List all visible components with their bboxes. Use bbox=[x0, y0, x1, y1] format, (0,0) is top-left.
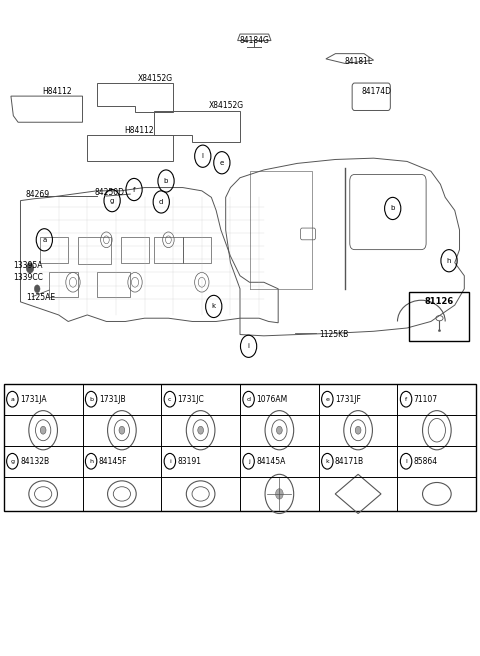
Text: 1076AM: 1076AM bbox=[256, 395, 288, 403]
Bar bbox=[120, 237, 149, 262]
Text: 84250D: 84250D bbox=[95, 188, 124, 197]
Bar bbox=[183, 237, 211, 262]
Text: k: k bbox=[325, 459, 329, 464]
Text: 84145F: 84145F bbox=[99, 457, 127, 466]
Text: 1125KB: 1125KB bbox=[319, 330, 348, 339]
Text: X84152G: X84152G bbox=[209, 102, 244, 110]
Circle shape bbox=[276, 426, 282, 434]
Text: 1125AE: 1125AE bbox=[26, 293, 55, 302]
Bar bbox=[39, 237, 68, 262]
Text: j: j bbox=[248, 459, 250, 464]
Text: 1339CC: 1339CC bbox=[13, 273, 43, 282]
Bar bbox=[97, 272, 130, 297]
Text: f: f bbox=[133, 186, 135, 192]
Bar bbox=[154, 237, 183, 262]
Circle shape bbox=[40, 426, 46, 434]
Text: e: e bbox=[220, 159, 224, 166]
Text: 84184G: 84184G bbox=[240, 36, 270, 45]
Text: 1731JA: 1731JA bbox=[20, 395, 47, 403]
Circle shape bbox=[355, 426, 361, 434]
Text: H84112: H84112 bbox=[42, 87, 72, 96]
Ellipse shape bbox=[438, 329, 441, 331]
Text: 84269: 84269 bbox=[25, 190, 49, 199]
Circle shape bbox=[119, 426, 125, 434]
Text: 84145A: 84145A bbox=[256, 457, 286, 466]
Bar bbox=[4, 384, 476, 511]
Text: e: e bbox=[325, 397, 329, 401]
Text: c: c bbox=[168, 397, 171, 401]
Text: i: i bbox=[169, 459, 171, 464]
Text: g: g bbox=[11, 459, 14, 464]
Text: 1731JF: 1731JF bbox=[335, 395, 361, 403]
Text: b: b bbox=[89, 397, 93, 401]
Text: d: d bbox=[247, 397, 251, 401]
Text: b: b bbox=[391, 205, 395, 211]
Text: 81126: 81126 bbox=[425, 297, 454, 306]
Text: 85864: 85864 bbox=[414, 457, 438, 466]
Text: g: g bbox=[110, 197, 114, 203]
Text: k: k bbox=[212, 304, 216, 310]
Text: a: a bbox=[42, 237, 47, 243]
Text: d: d bbox=[159, 199, 164, 205]
Text: h: h bbox=[89, 459, 93, 464]
Text: X84152G: X84152G bbox=[137, 74, 172, 83]
Text: 84132B: 84132B bbox=[20, 457, 49, 466]
Text: 84174D: 84174D bbox=[362, 87, 392, 96]
Bar bbox=[49, 272, 78, 297]
Text: 71107: 71107 bbox=[414, 395, 438, 403]
Text: H84112: H84112 bbox=[124, 126, 154, 135]
Text: a: a bbox=[11, 397, 14, 401]
Bar bbox=[78, 237, 111, 264]
Text: b: b bbox=[164, 178, 168, 184]
Text: 84171B: 84171B bbox=[335, 457, 364, 466]
Text: 84181L: 84181L bbox=[345, 57, 373, 66]
Circle shape bbox=[26, 262, 34, 273]
Text: f: f bbox=[405, 397, 407, 401]
Text: l: l bbox=[405, 459, 407, 464]
Text: i: i bbox=[248, 343, 250, 349]
Text: h: h bbox=[447, 258, 451, 264]
Text: l: l bbox=[202, 154, 204, 159]
Circle shape bbox=[34, 285, 40, 293]
Text: 13395A: 13395A bbox=[13, 262, 43, 270]
Text: 1731JC: 1731JC bbox=[178, 395, 204, 403]
Text: 83191: 83191 bbox=[178, 457, 202, 466]
Circle shape bbox=[198, 426, 204, 434]
Circle shape bbox=[276, 489, 283, 499]
Text: 1731JB: 1731JB bbox=[99, 395, 125, 403]
